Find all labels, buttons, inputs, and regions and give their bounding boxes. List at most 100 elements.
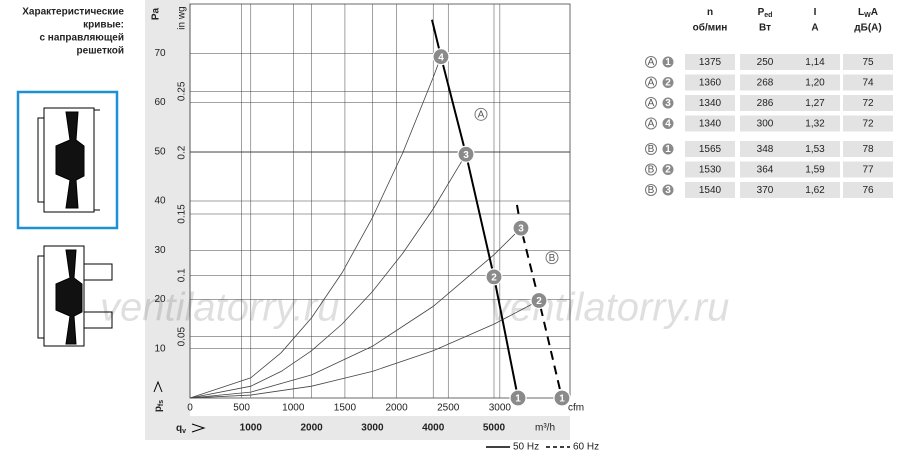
- table-cell: [740, 95, 790, 111]
- curve-tag-label: B: [549, 253, 556, 264]
- table-cell: [790, 161, 840, 178]
- operating-point: [432, 48, 450, 66]
- table-cell: [843, 54, 893, 70]
- watermark: ventilatorry.ru: [490, 286, 729, 330]
- y-tick-label: 10: [154, 343, 166, 354]
- x-tick-label: 5000: [483, 423, 506, 434]
- table-value: 72: [862, 119, 874, 130]
- table-value: 75: [862, 57, 874, 68]
- heading-line: с направляющей: [39, 33, 124, 44]
- text-part: p: [153, 406, 164, 412]
- text-part: q: [176, 423, 182, 434]
- table-cell: [740, 74, 790, 91]
- table-cell: [790, 115, 840, 132]
- table-header: LWA: [858, 7, 878, 19]
- curve-badge: [645, 163, 657, 176]
- table-cell: [685, 74, 735, 91]
- operating-point: [512, 219, 530, 237]
- y-tick-label: 30: [154, 245, 166, 256]
- table-value: 1,59: [805, 165, 825, 176]
- point-badge: [662, 56, 674, 68]
- x-label: qv: [176, 423, 186, 435]
- x-unit: m³/h: [535, 423, 555, 434]
- axis-arrow: [153, 380, 163, 393]
- curve-badge-label: B: [648, 144, 655, 155]
- point-badge-label: 2: [665, 165, 671, 176]
- table-value: 1340: [699, 98, 722, 109]
- table-cell: [740, 182, 790, 198]
- selected-frame: [16, 90, 119, 230]
- watermark: ventilatorry.ru: [100, 286, 339, 330]
- point-badge-label: 1: [665, 57, 671, 68]
- table-value: 1565: [699, 144, 722, 155]
- system-curve: [189, 154, 467, 399]
- table-value: 348: [757, 144, 774, 155]
- table-cell: [843, 161, 893, 178]
- point-badge-label: 4: [665, 119, 671, 130]
- fan-icon-guide: [37, 107, 100, 213]
- table-cell: [685, 95, 735, 111]
- text-part: W: [864, 12, 871, 19]
- table-value: 286: [757, 98, 774, 109]
- curve-badge-label: A: [648, 98, 655, 109]
- table-unit: Вт: [759, 23, 771, 34]
- y-tick-label: 40: [154, 196, 166, 207]
- table-value: 1530: [699, 165, 722, 176]
- system-curve: [189, 227, 522, 399]
- point-badge: [662, 143, 674, 155]
- curve-tag: [474, 107, 488, 121]
- table-cell: [685, 161, 735, 178]
- x-tick-label: 2000: [300, 423, 323, 434]
- operating-point: [457, 145, 475, 163]
- table-value: 76: [862, 185, 874, 196]
- x2-tick-label: 500: [233, 403, 250, 414]
- system-curve: [189, 300, 540, 399]
- table-header: n: [707, 7, 713, 18]
- axis-band: [145, 0, 190, 440]
- x2-tick-label: 2000: [385, 403, 408, 414]
- table-value: 1,32: [805, 119, 825, 130]
- table-unit: об/мин: [693, 22, 728, 34]
- table-value: 370: [757, 185, 774, 196]
- y2-tick-label: 0.1: [177, 268, 188, 282]
- y-tick-label: 50: [154, 146, 166, 157]
- table-unit: дБ(A): [854, 23, 881, 34]
- curve-badge: [645, 97, 657, 109]
- table-cell: [685, 141, 735, 157]
- table-cell: [740, 54, 790, 70]
- operating-point: [485, 268, 503, 286]
- curve-badge: [645, 56, 657, 68]
- point-badge-label: 2: [665, 78, 671, 89]
- table-value: 1360: [699, 78, 722, 89]
- legend-label: 50 Hz: [513, 442, 539, 453]
- point-badge: [662, 97, 674, 109]
- table-cell: [685, 182, 735, 198]
- x-tick-label: 3000: [361, 423, 384, 434]
- point-badge-label: 3: [665, 185, 671, 196]
- point-label: 1: [515, 394, 521, 405]
- table-value: 77: [862, 165, 874, 176]
- table-header: Ped: [758, 7, 773, 19]
- table-cell: [685, 54, 735, 70]
- curve-badge: [645, 143, 657, 155]
- point-badge-label: 3: [665, 98, 671, 109]
- point-label: 4: [438, 52, 444, 63]
- x2-unit: cfm: [568, 403, 584, 414]
- axis-arrow: [191, 423, 206, 433]
- text-part: I: [814, 7, 817, 18]
- table-value: 268: [757, 78, 774, 89]
- x2-tick-label: 3000: [489, 403, 512, 414]
- table-value: 250: [757, 57, 774, 68]
- fan-curve: [515, 204, 563, 399]
- table-value: 1,62: [805, 185, 825, 196]
- table-value: 1375: [699, 57, 722, 68]
- table-value: 72: [862, 98, 874, 109]
- curve-badge-label: A: [648, 57, 655, 68]
- point-label: 1: [559, 394, 565, 405]
- table-value: 300: [757, 119, 774, 130]
- table-value: 1,20: [805, 78, 825, 89]
- table-value: 78: [862, 144, 874, 155]
- curve-badge: [645, 117, 657, 130]
- y2-tick-label: 0.25: [177, 81, 188, 101]
- x2-tick-label: 0: [187, 403, 193, 414]
